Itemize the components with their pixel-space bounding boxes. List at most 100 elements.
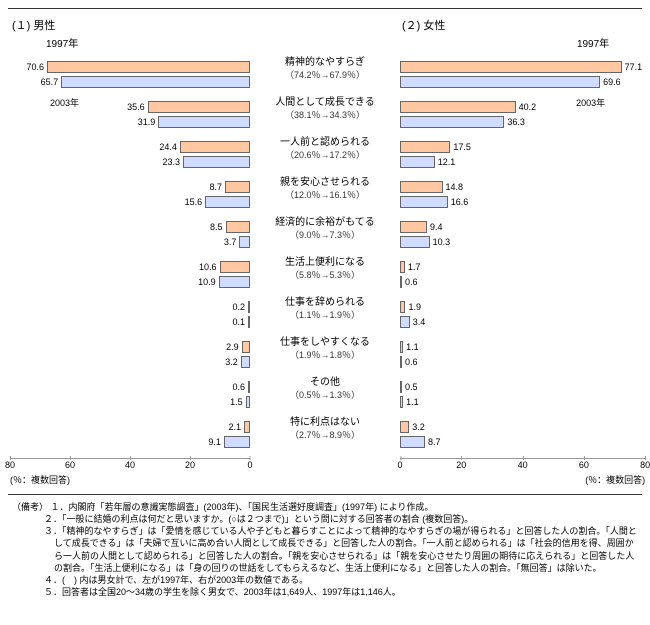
value-label: 0.1 (229, 317, 248, 327)
category-row: 経済的に余裕がもてる（9.0％→7.3％） (275, 207, 375, 247)
bar-male-2003 (219, 276, 250, 288)
bar-male-1997 (244, 421, 250, 433)
value-label: 9.1 (205, 437, 224, 447)
bar-female-1997 (400, 141, 450, 153)
value-label: 1.9 (405, 302, 424, 312)
bar-male-1997 (47, 61, 250, 73)
male-row: 10.610.9 (10, 254, 250, 294)
category-subtext: （74.2％→67.9％） (285, 68, 365, 81)
note-4: ４．( ) 内は男女計で、左が1997年、右が2003年の数値である。 (54, 574, 638, 586)
category-row: 仕事を辞められる（1.1％→1.9％） (275, 287, 375, 327)
value-label: 10.9 (195, 277, 219, 287)
female-row: 17.5 12.1 (400, 134, 645, 174)
category-subtext: （38.1％→34.3％） (285, 108, 365, 121)
bar-female-1997 (400, 221, 427, 233)
bar-male-2003 (183, 156, 250, 168)
value-label: 0.5 (402, 382, 421, 392)
value-label: 8.5 (207, 222, 226, 232)
value-label: 1.1 (403, 397, 422, 407)
chart-container: (１) 男性 1997年 70.665.735.631.92003年24.423… (8, 8, 642, 495)
axis-label-right: (％：複数回答) (585, 473, 645, 486)
bar-female-1997 (400, 421, 409, 433)
value-label: 14.8 (443, 182, 467, 192)
value-label: 16.6 (448, 197, 472, 207)
male-row: 2.19.1 (10, 414, 250, 454)
value-label: 1.1 (403, 342, 422, 352)
bar-male-2003 (158, 116, 250, 128)
category-row: 一人前と認められる（20.6％→17.2％） (275, 127, 375, 167)
bar-female-2003 (400, 156, 435, 168)
axis-tick: 80 (640, 460, 650, 470)
value-label: 0.6 (402, 277, 421, 287)
category-row: 生活上便利になる（5.8％→5.3％） (275, 247, 375, 287)
bar-female-2003 (400, 236, 430, 248)
axis-label-left: (％：複数回答) (10, 473, 70, 486)
value-label: 2.1 (225, 422, 244, 432)
year-label-2003-right: 2003年 (576, 96, 605, 109)
male-row: 0.20.1 (10, 294, 250, 334)
panel-female-title: (２) 女性 (400, 17, 645, 33)
category-name: 一人前と認められる (280, 133, 370, 148)
bar-female-2003 (400, 316, 410, 328)
category-subtext: （2.7％→8.9％） (290, 428, 360, 441)
value-label: 17.5 (450, 142, 474, 152)
value-label: 2.9 (223, 342, 242, 352)
male-row: 0.61.5 (10, 374, 250, 414)
female-row: 40.236.32003年 (400, 94, 645, 134)
value-label: 15.6 (182, 197, 206, 207)
female-row: 1.9 3.4 (400, 294, 645, 334)
category-name: 特に利点はない (290, 413, 360, 428)
bar-male-2003 (241, 356, 250, 368)
female-row: 9.410.3 (400, 214, 645, 254)
value-label: 3.2 (222, 357, 241, 367)
value-label: 23.3 (159, 157, 183, 167)
female-axis: (％：複数回答) 020406080 (400, 458, 645, 482)
category-subtext: （12.0％→16.1％） (285, 188, 365, 201)
axis-tick: 0 (397, 460, 402, 470)
category-subtext: （1.1％→1.9％） (290, 308, 360, 321)
value-label: 1.7 (405, 262, 424, 272)
axis-tick: 60 (65, 460, 75, 470)
male-row: 24.4 23.3 (10, 134, 250, 174)
axis-tick: 20 (456, 460, 466, 470)
female-bars-area: 77.169.640.236.32003年 17.5 12.1 14.8 16.6 9.4… (400, 54, 645, 454)
bar-male-1997 (225, 181, 250, 193)
value-label: 69.6 (600, 77, 624, 87)
value-label: 12.1 (435, 157, 459, 167)
note-2: ２．「一般に結婚の利点は何だと思いますか。(○は２つまで)」という問に対する回答… (54, 513, 638, 525)
value-label: 65.7 (38, 77, 62, 87)
category-row: 特に利点はない（2.7％→8.9％） (275, 407, 375, 447)
male-axis: (％：複数回答) 020406080 (10, 458, 250, 482)
bar-male-2003 (61, 76, 250, 88)
value-label: 1.5 (227, 397, 246, 407)
category-name: 仕事を辞められる (285, 293, 365, 308)
category-subtext: （0.5％→1.3％） (290, 388, 360, 401)
axis-tick: 80 (5, 460, 15, 470)
category-name: 人間として成長できる (275, 93, 375, 108)
male-bars-area: 70.665.735.631.92003年24.423.38.715.68.53… (10, 54, 250, 454)
female-row: 0.5 1.1 (400, 374, 645, 414)
female-row: 1.7 0.6 (400, 254, 645, 294)
note-3: ３．「精神的なやすらぎ」は「愛情を感じている人や子どもと暮らすことによって精神的… (54, 525, 638, 574)
bar-male-1997 (248, 381, 250, 393)
male-row: 35.631.92003年 (10, 94, 250, 134)
axis-tick: 40 (518, 460, 528, 470)
bar-female-2003 (400, 116, 504, 128)
value-label: 3.4 (410, 317, 429, 327)
bar-male-2003 (205, 196, 250, 208)
year-label-1997-left: 1997年 (10, 35, 250, 50)
bar-male-1997 (226, 221, 250, 233)
bar-male-1997 (220, 261, 250, 273)
value-label: 24.4 (156, 142, 180, 152)
bar-female-2003 (400, 196, 448, 208)
bar-female-1997 (400, 101, 516, 113)
axis-tick: 40 (125, 460, 135, 470)
footnotes: （備考） １．内閣府「若年層の意識実態調査」(2003年)、「国民生活選好度調査… (8, 501, 642, 598)
category-labels: 精神的なやすらぎ（74.2％→67.9％）人間として成長できる（38.1％→34… (250, 17, 400, 482)
female-row: 77.169.6 (400, 54, 645, 94)
category-name: その他 (310, 373, 340, 388)
category-subtext: （5.8％→5.3％） (290, 268, 360, 281)
bar-male-2003 (224, 436, 250, 448)
female-row: 1.10.6 (400, 334, 645, 374)
category-row: その他（0.5％→1.3％） (275, 367, 375, 407)
